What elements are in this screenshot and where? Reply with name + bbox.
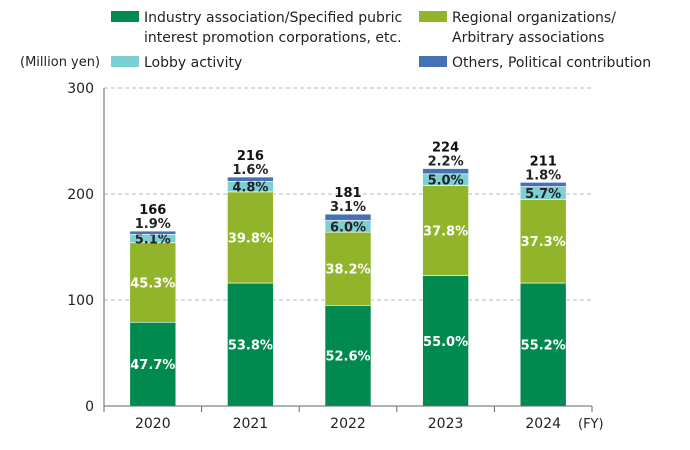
bar-2020-series-4 <box>129 230 177 235</box>
total-label-2021: 216 <box>237 149 264 164</box>
data-label-2022-series-1: 52.6% <box>325 350 370 365</box>
bar-2023-series-2 <box>422 185 469 276</box>
legend-label-2-line-1: Regional organizations/ <box>452 10 616 26</box>
legend-swatch-1 <box>111 11 139 22</box>
bar-2021-series-1 <box>227 282 274 407</box>
gridlines <box>104 87 592 301</box>
x-axis-ticks: 2020 2021 2022 2023 2024 <box>135 416 561 432</box>
data-label-2024-series-1: 55.2% <box>521 339 566 354</box>
legend-swatch-2 <box>419 11 447 22</box>
legend-label-1-line-2: interest promotion corporations, etc. <box>144 30 402 46</box>
x-tick-label-2020: 2020 <box>135 416 171 432</box>
legend-label-1-line-1: Industry association/Specified pubric <box>144 10 402 26</box>
x-tick-label-2024: 2024 <box>525 416 561 432</box>
x-axis-unit-label: (FY) <box>578 417 604 432</box>
data-label-2023-series-4: 2.2% <box>428 155 464 170</box>
y-tick-label-0: 0 <box>85 399 94 415</box>
y-tick-label-200: 200 <box>67 187 94 203</box>
bar-2022-series-2 <box>324 231 372 306</box>
bar-group-2022: 52.6% 38.2% 6.0% 3.1%181 <box>324 186 372 407</box>
bar-2021-series-2 <box>227 191 274 284</box>
legend-label-4-line-1: Others, Political contribution <box>452 55 651 71</box>
data-label-2020-series-3: 5.1% <box>135 233 171 248</box>
data-label-2024-series-3: 5.7% <box>525 187 561 202</box>
y-tick-label-100: 100 <box>67 293 94 309</box>
total-label-2022: 181 <box>334 186 361 201</box>
x-tick-label-2023: 2023 <box>428 416 464 432</box>
bar-2023-series-1 <box>422 275 469 407</box>
bar-2021-series-4 <box>227 176 274 182</box>
data-label-2023-series-3: 5.0% <box>428 174 464 189</box>
bars: 47.7%45.3%5.1%1.9%16653.8%39.8%4.8%1.6%2… <box>129 141 567 407</box>
y-axis-unit-label: (Million yen) <box>20 55 100 70</box>
y-tick-label-300: 300 <box>67 81 94 97</box>
data-label-2023-series-2: 37.8% <box>423 225 468 240</box>
data-label-2021-series-1: 53.8% <box>228 339 273 354</box>
data-label-2024-series-2: 37.3% <box>521 235 566 250</box>
data-label-2021-series-4: 1.6% <box>232 163 268 178</box>
legend: Industry association/Specified pubric int… <box>111 10 651 71</box>
total-label-2023: 224 <box>432 141 459 156</box>
data-label-2021-series-2: 39.8% <box>228 231 273 246</box>
bar-2024-series-1 <box>519 282 567 407</box>
legend-label-2-line-2: Arbitrary associations <box>452 30 604 46</box>
bar-group-2021: 53.8% 39.8% 4.8% 1.6%216 <box>227 149 274 407</box>
x-tick-label-2021: 2021 <box>233 416 269 432</box>
data-label-2022-series-3: 6.0% <box>330 220 366 235</box>
data-label-2020-series-1: 47.7% <box>130 358 175 373</box>
total-label-2020: 166 <box>139 203 166 218</box>
bar-2022-series-4 <box>324 213 372 221</box>
data-label-2021-series-3: 4.8% <box>232 181 268 196</box>
data-label-2020-series-4: 1.9% <box>135 217 171 232</box>
bar-2024-series-4 <box>519 182 567 187</box>
data-label-2024-series-4: 1.8% <box>525 168 561 183</box>
bar-2023-series-4 <box>422 168 469 175</box>
data-label-2022-series-2: 38.2% <box>325 263 370 278</box>
bar-group-2024: 55.2% 37.3% 5.7% 1.8%211 <box>519 154 567 407</box>
bar-group-2020: 47.7% 45.3% 5.1%1.9%166 <box>129 203 177 407</box>
data-label-2023-series-1: 55.0% <box>423 335 468 350</box>
x-tick-label-2022: 2022 <box>330 416 366 432</box>
bar-2024-series-2 <box>519 199 567 284</box>
total-label-2024: 211 <box>530 154 557 169</box>
legend-swatch-3 <box>111 56 139 67</box>
bar-2020-series-2 <box>129 242 177 323</box>
bar-group-2023: 55.0% 37.8% 5.0% 2.2%224 <box>422 141 469 407</box>
axes <box>103 88 593 412</box>
data-label-2022-series-4: 3.1% <box>330 200 366 215</box>
y-axis-ticks: 0 100 200 300 <box>67 81 94 415</box>
legend-label-3-line-1: Lobby activity <box>144 55 242 71</box>
data-label-2020-series-2: 45.3% <box>130 277 175 292</box>
legend-swatch-4 <box>419 56 447 67</box>
